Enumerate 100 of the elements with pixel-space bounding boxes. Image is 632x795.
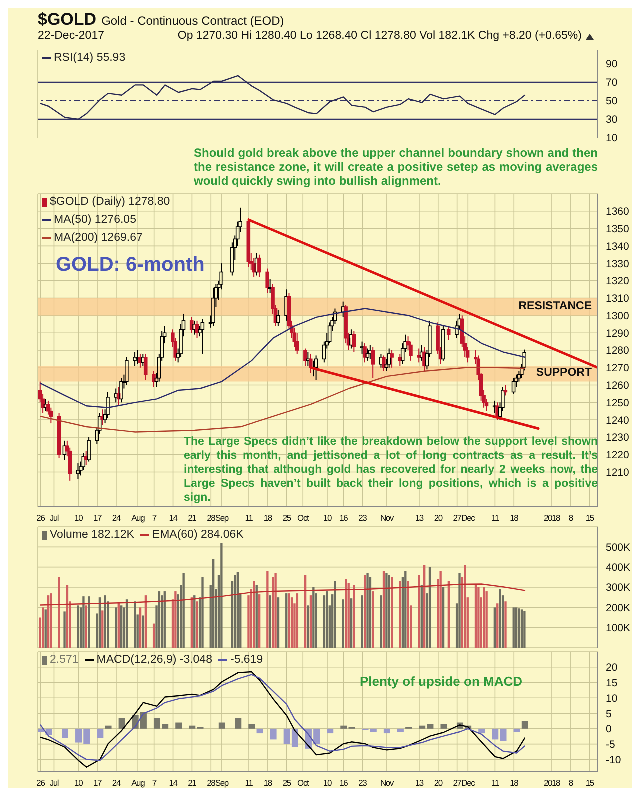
bar [50,594,52,648]
x-tick-label: 23 [358,513,368,524]
bar [212,559,215,648]
bar [97,728,104,738]
x-tick-label: 27 [453,513,462,524]
bar [286,594,288,648]
y-tick-label: 30 [606,114,618,126]
y-tick-label: -10 [606,754,622,766]
y-tick-label: 1230 [606,432,630,444]
bar [518,608,520,648]
bar [499,590,502,648]
legend-label: Volume 182.12K [50,529,134,541]
x-tick-label: 11 [245,778,254,788]
bar [504,602,507,648]
y-tick-label: 500K [606,542,631,554]
legend-label: MA(200) 1269.67 [54,232,143,244]
bar [220,543,223,648]
bar [118,602,120,648]
bar [428,567,432,648]
bar [126,600,128,648]
x-tick-label: Oct [298,778,310,788]
x-tick-label: Sep [215,778,230,788]
bar [524,611,526,648]
legend-label: MA(50) 1276.05 [54,214,136,226]
bar [88,596,90,648]
bar [277,598,280,648]
bar [478,588,480,648]
bar [196,602,198,648]
bar [42,608,44,648]
x-tick-label: 20 [434,513,444,524]
bar [474,585,478,648]
bar [66,585,69,648]
x-tick-label: 7 [152,513,158,524]
bar [98,598,102,648]
bar [120,606,123,648]
bar [407,581,410,648]
bar [448,581,450,648]
x-tick-label: 24 [112,778,122,788]
candlestick [350,329,354,350]
y-tick-label: 200K [606,602,631,614]
y-tick-label: 1340 [606,240,630,253]
bar [234,575,236,648]
y-tick-label: -5 [606,739,616,752]
bar [464,565,466,648]
bar [404,571,407,648]
bar [382,571,386,648]
bar [520,610,524,648]
bar [47,596,50,648]
bar [386,573,388,648]
bar [105,726,112,729]
bar [176,722,182,729]
x-tick-label: Dec [462,513,476,524]
x-tick-label: 10 [323,778,332,788]
bar [269,596,272,648]
y-tick-label: 1270 [606,362,630,375]
bar [500,728,507,742]
bar [270,728,277,740]
bar [515,608,518,648]
annotation: The Large Specs didn’t like the breakdown below the support level shown early this month, and jettisoned a lot of long contracts as a result. It’s interesting that although gold has recovered for nearly 2 weeks now, the Large Specs haven’t built back their long positions, which is a positive sign. [184,435,598,505]
bar [361,596,364,648]
x-tick-label: 10 [323,513,332,524]
x-tick-label: 24 [112,513,122,524]
bar [380,596,382,648]
bar [164,592,166,648]
bar [266,571,269,648]
x-tick-label: 18 [510,513,520,524]
bar [152,624,156,648]
bar [424,565,426,648]
x-tick-label: 17 [93,778,103,788]
y-tick-label: 10 [606,692,618,705]
bar [218,722,226,729]
x-tick-label: 18 [264,778,273,788]
y-tick-label: 1240 [606,414,630,427]
bar [272,577,274,648]
bar [492,728,499,740]
bar [342,600,345,648]
chart-title: $GOLD [38,10,97,29]
x-tick-label: 21 [188,513,198,524]
band-label: RESISTANCE [518,300,592,313]
bar [139,608,142,648]
bar [486,592,488,648]
bar [77,606,80,648]
bar [420,585,423,648]
bar [366,573,369,648]
bar [44,610,47,648]
bar [258,594,261,648]
bar [182,573,185,648]
y-tick-label: 0 [606,724,612,736]
x-tick-label: 8 [568,778,574,788]
bar [323,596,326,648]
bar [189,726,196,729]
bar [399,581,402,648]
candlestick [200,318,205,354]
candlestick [455,320,459,339]
bar [397,728,404,732]
x-tick-label: 18 [264,513,273,524]
bar [364,575,366,648]
bar [118,718,126,729]
x-tick-label: 28 [207,513,216,524]
x-tick-label: 7 [152,778,158,788]
